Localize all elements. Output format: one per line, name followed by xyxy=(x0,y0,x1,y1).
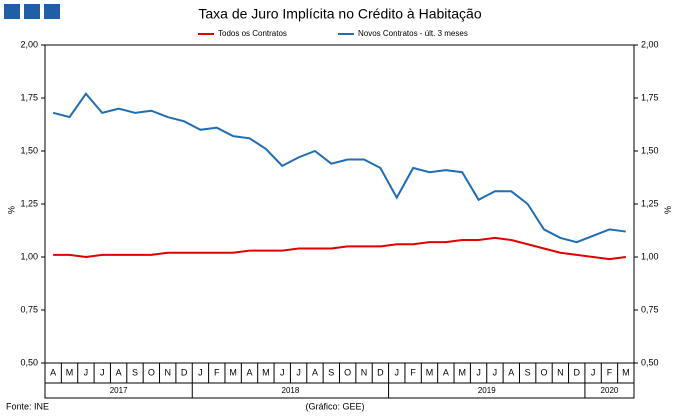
plot-frame xyxy=(44,44,635,399)
x-tick-label: J xyxy=(100,367,105,377)
series-line xyxy=(53,236,626,261)
y-tick-label: 0,50 xyxy=(20,357,38,367)
x-tick-label: A xyxy=(50,367,56,377)
x-tick-label: D xyxy=(573,367,580,377)
x-tick-label: J xyxy=(591,367,596,377)
x-tick-label: M xyxy=(622,367,630,377)
x-tick-label: O xyxy=(344,367,351,377)
x-tick-label: M xyxy=(426,367,434,377)
x-tick-label: O xyxy=(541,367,548,377)
x-tick-label: J xyxy=(493,367,498,377)
credit: (Gráfico: GEE) xyxy=(305,401,364,411)
x-tick-label: M xyxy=(458,367,466,377)
x-tick-label: A xyxy=(312,367,318,377)
x-tick-label: F xyxy=(214,367,220,377)
y-tick-label: 1,25 xyxy=(641,198,659,208)
x-tick-label: N xyxy=(557,367,564,377)
y-tick-label: 1,75 xyxy=(20,92,38,102)
y-axis-label: % xyxy=(6,206,16,214)
y-tick-label: 1,00 xyxy=(641,251,659,261)
x-tick-label: N xyxy=(361,367,368,377)
x-tick-label: J xyxy=(84,367,89,377)
x-tick-label: M xyxy=(262,367,270,377)
x-tick-label: O xyxy=(148,367,155,377)
x-tick-label: F xyxy=(410,367,416,377)
y2-axis-label: % xyxy=(663,206,673,214)
y-tick-label: 1,75 xyxy=(641,92,659,102)
series-line xyxy=(52,92,626,244)
x-tick-label: D xyxy=(181,367,188,377)
y-tick-label: 2,00 xyxy=(20,39,38,49)
x-tick-label: J xyxy=(296,367,301,377)
x-tick-label: J xyxy=(476,367,481,377)
x-tick-label: N xyxy=(164,367,171,377)
x-tick-label: A xyxy=(443,367,449,377)
y-tick-label: 0,50 xyxy=(641,357,659,367)
x-tick-label: J xyxy=(198,367,203,377)
x-tick-label: D xyxy=(377,367,384,377)
x-tick-label: S xyxy=(132,367,138,377)
x-tick-label: J xyxy=(280,367,285,377)
chart-title: Taxa de Juro Implícita no Crédito à Habi… xyxy=(198,6,481,22)
logo-block xyxy=(24,4,40,19)
x-tick-label: M xyxy=(229,367,237,377)
x-tick-label: A xyxy=(247,367,253,377)
x-tick-label: J xyxy=(395,367,400,377)
x-tick-label: F xyxy=(607,367,613,377)
y-tick-label: 1,25 xyxy=(20,198,38,208)
year-label: 2019 xyxy=(478,386,496,395)
y-tick-label: 0,75 xyxy=(641,304,659,314)
source: Fonte: INE xyxy=(6,401,49,411)
y-tick-label: 1,00 xyxy=(20,251,38,261)
legend-label: Todos os Contratos xyxy=(218,29,287,38)
x-tick-label: S xyxy=(525,367,531,377)
logo-block xyxy=(4,4,20,19)
y-tick-label: 0,75 xyxy=(20,304,38,314)
y-tick-label: 1,50 xyxy=(641,145,659,155)
y-tick-label: 1,50 xyxy=(20,145,38,155)
legend-label: Novos Contratos - últ. 3 meses xyxy=(358,29,468,38)
year-label: 2020 xyxy=(601,386,619,395)
x-tick-label: S xyxy=(328,367,334,377)
logo-block xyxy=(44,4,60,19)
x-tick-label: M xyxy=(66,367,74,377)
year-label: 2017 xyxy=(110,386,128,395)
x-tick-label: A xyxy=(116,367,122,377)
year-label: 2018 xyxy=(282,386,300,395)
x-tick-label: A xyxy=(508,367,514,377)
y-tick-label: 2,00 xyxy=(641,39,659,49)
